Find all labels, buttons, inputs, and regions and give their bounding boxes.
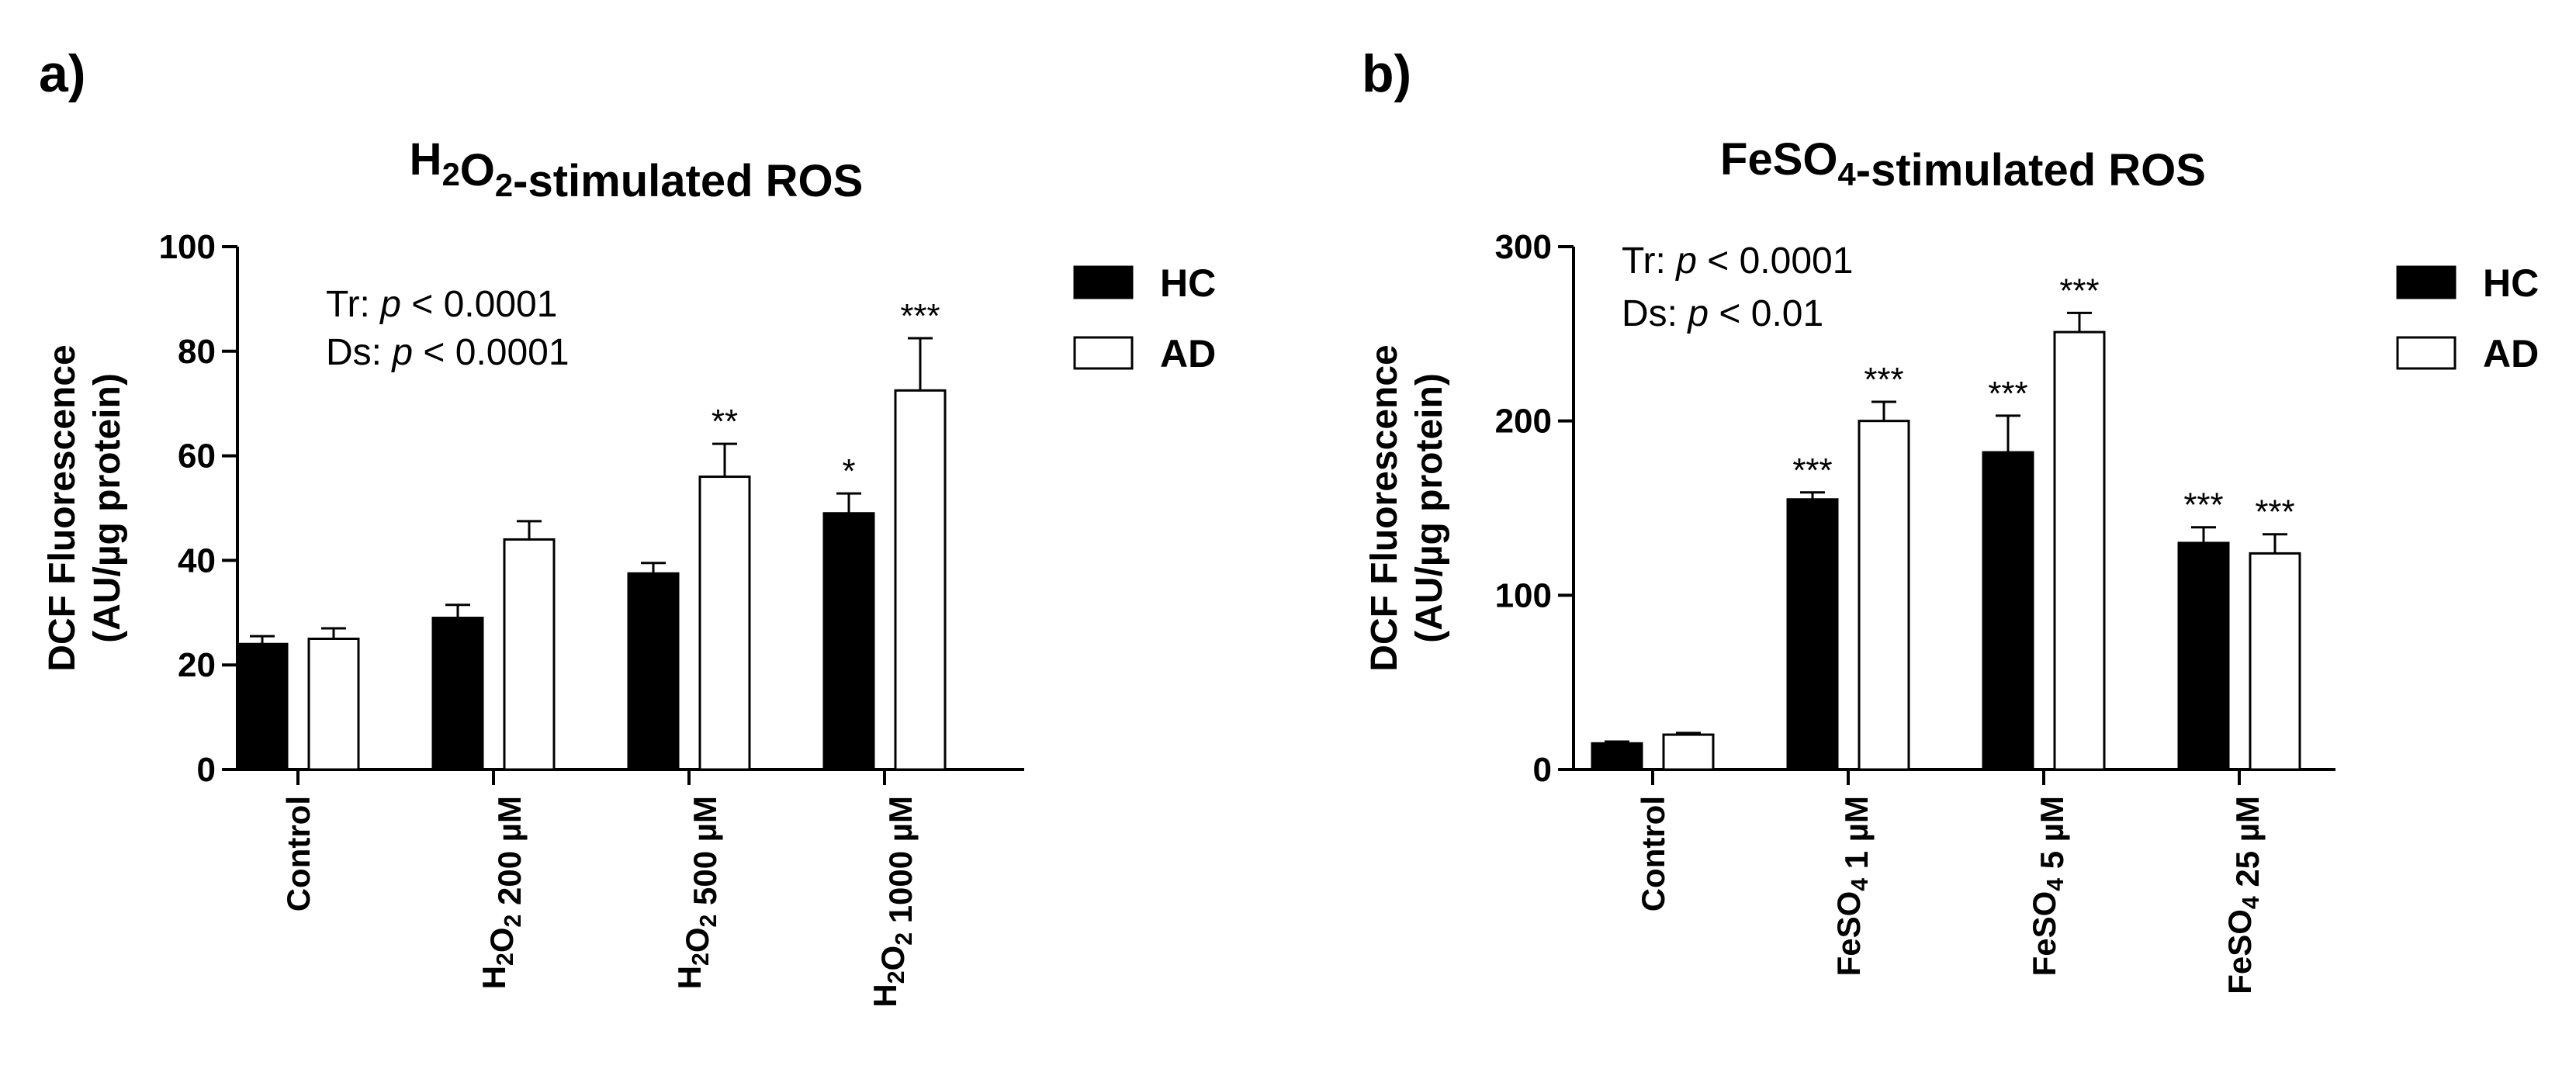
panel-label: a) [39, 44, 85, 103]
y-axis-label: DCF Fluorescence [42, 344, 83, 671]
y-tick-label: 0 [1533, 751, 1552, 789]
y-tick-label: 40 [178, 541, 216, 579]
chart-title: H2O2-stimulated ROS [410, 134, 864, 206]
significance-label: *** [2255, 493, 2294, 531]
significance-label: ** [712, 403, 738, 441]
legend-swatch-hc [2396, 265, 2457, 299]
bar-ad [698, 476, 751, 771]
legend-label: AD [2483, 332, 2539, 375]
bar-hc [1982, 451, 2034, 771]
y-tick-label: 100 [159, 228, 216, 266]
significance-label: *** [2059, 272, 2099, 310]
chart-title: FeSO4-stimulated ROS [1720, 134, 2206, 195]
x-tick-label: Control [1635, 796, 1671, 911]
x-tick-label: FeSO4 1 µM [1830, 796, 1875, 976]
significance-label: *** [900, 297, 940, 335]
y-tick-label: 200 [1495, 403, 1552, 441]
y-axis-label: DCF Fluorescence [1364, 344, 1405, 671]
legend-swatch-ad [1073, 336, 1134, 370]
bar-ad [307, 638, 360, 771]
significance-label: *** [1988, 375, 2027, 413]
y-tick-label: 80 [178, 333, 216, 371]
y-tick-label: 300 [1495, 228, 1552, 266]
stat-annotation: Tr: p < 0.0001 [326, 284, 557, 325]
legend-label: HC [1160, 261, 1216, 305]
legend-label: HC [2483, 261, 2539, 305]
y-tick-label: 20 [178, 646, 216, 684]
bar-ad [1858, 420, 1910, 771]
x-tick-label: FeSO4 25 µM [2221, 796, 2266, 994]
bar-hc [1786, 498, 1839, 771]
x-tick-label: H2O2 200 µM [476, 796, 528, 989]
bar-hc [236, 642, 289, 771]
bar-ad [894, 389, 947, 771]
bar-hc [2177, 541, 2230, 771]
y-axis-label: (AU/µg protein) [1409, 373, 1450, 643]
legend-swatch-ad [2396, 336, 2457, 370]
y-tick-label: 60 [178, 438, 216, 476]
bar-ad [503, 538, 556, 771]
panel-label: b) [1362, 44, 1411, 103]
bar-hc [627, 572, 680, 771]
y-axis-label: (AU/µg protein) [87, 373, 128, 643]
x-tick-label: FeSO4 5 µM [2026, 796, 2070, 976]
stat-annotation: Ds: p < 0.0001 [326, 332, 570, 373]
bar-ad [2249, 552, 2301, 771]
stat-annotation: Tr: p < 0.0001 [1622, 240, 1853, 282]
bar-hc [1591, 742, 1643, 771]
significance-label: *** [1792, 451, 1832, 489]
significance-label: *** [1864, 361, 1903, 399]
stat-annotation: Ds: p < 0.01 [1622, 293, 1823, 334]
bar-ad [1662, 733, 1715, 771]
bar-hc [822, 512, 875, 771]
y-tick-label: 100 [1495, 576, 1552, 614]
bar-hc [431, 617, 484, 771]
panel-a: a) H2O2-stimulated ROS DCF Fluorescence (AU… [39, 44, 1216, 1008]
significance-label: * [842, 452, 855, 490]
x-tick-label: H2O2 500 µM [671, 796, 723, 989]
legend-swatch-hc [1073, 265, 1134, 299]
panel-b: b) FeSO4-stimulated ROS DCF Fluorescence (A… [1362, 44, 2539, 994]
bar-ad [2053, 330, 2106, 771]
x-tick-label: H2O2 1000 µM [867, 796, 919, 1008]
y-tick-label: 0 [197, 751, 216, 789]
legend-label: AD [1160, 332, 1216, 375]
x-tick-label: Control [280, 796, 317, 911]
significance-label: *** [2183, 486, 2223, 524]
